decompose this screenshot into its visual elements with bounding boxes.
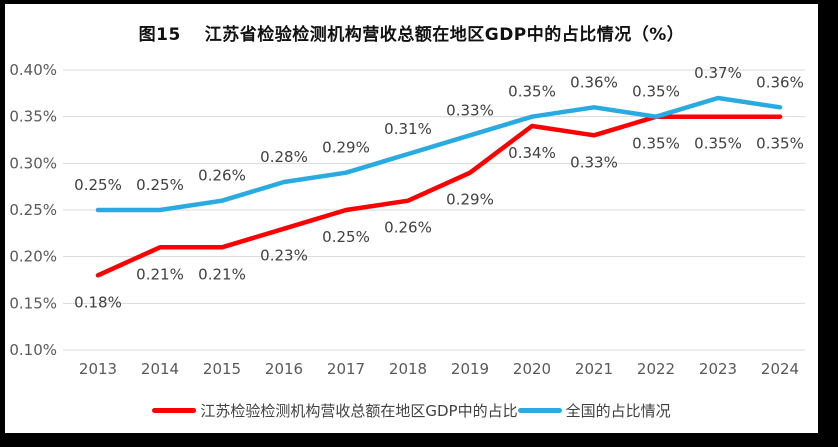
data-label: 0.28%	[260, 148, 308, 166]
data-label: 0.37%	[694, 64, 742, 82]
x-axis-label: 2023	[699, 360, 737, 378]
x-axis-label: 2024	[761, 360, 799, 378]
data-label: 0.35%	[694, 135, 742, 153]
x-axis-label: 2015	[203, 360, 241, 378]
y-axis-label: 0.15%	[9, 294, 57, 312]
series-line-national	[95, 95, 783, 213]
y-axis-label: 0.40%	[9, 61, 57, 79]
y-axis-label: 0.25%	[9, 201, 57, 219]
data-label: 0.35%	[508, 83, 556, 101]
data-label: 0.35%	[632, 135, 680, 153]
y-axis-label: 0.30%	[9, 154, 57, 172]
x-axis-label: 2018	[389, 360, 427, 378]
x-axis-label: 2016	[265, 360, 303, 378]
data-label: 0.35%	[632, 83, 680, 101]
data-label: 0.35%	[756, 135, 804, 153]
data-label: 0.29%	[322, 139, 370, 157]
data-label: 0.25%	[74, 176, 122, 194]
line-chart-plot-area: 0.40% 0.35% 0.30% 0.25% 0.20% 0.15% 0.10% 2013 2…	[9, 61, 805, 378]
legend-item-jiangsu: 江苏检验检测机构营收总额在地区GDP中的占比	[152, 400, 518, 421]
data-label: 0.33%	[570, 153, 618, 171]
data-label: 0.26%	[384, 219, 432, 237]
legend-item-national: 全国的占比情况	[517, 400, 671, 421]
x-axis-label: 2022	[637, 360, 675, 378]
chart-title: 图15 江苏省检验检测机构营收总额在地区GDP中的占比情况（%）	[138, 25, 685, 45]
data-label: 0.31%	[384, 120, 432, 138]
legend-label-jiangsu: 江苏检验检测机构营收总额在地区GDP中的占比	[200, 402, 518, 420]
y-axis-label: 0.10%	[9, 341, 57, 359]
data-label: 0.23%	[260, 247, 308, 265]
x-axis-label: 2017	[327, 360, 365, 378]
national-series-line-swatch	[517, 408, 562, 413]
data-label: 0.26%	[198, 167, 246, 185]
y-axis-label: 0.35%	[9, 108, 57, 126]
x-axis-label: 2019	[451, 360, 489, 378]
chart-legend: 江苏检验检测机构营收总额在地区GDP中的占比 全国的占比情况	[5, 400, 818, 421]
data-label: 0.18%	[74, 293, 122, 311]
x-axis-label: 2020	[513, 360, 551, 378]
data-label: 0.33%	[446, 101, 494, 119]
chart-canvas: 图15 江苏省检验检测机构营收总额在地区GDP中的占比情况（%） 0.40% 0.…	[5, 4, 818, 433]
data-label: 0.21%	[198, 265, 246, 283]
x-axis-label: 2021	[575, 360, 613, 378]
data-label: 0.25%	[322, 228, 370, 246]
series-line-jiangsu	[95, 114, 783, 278]
data-label: 0.29%	[446, 191, 494, 209]
data-label: 0.21%	[136, 265, 184, 283]
jiangsu-series-line-swatch	[152, 408, 197, 413]
x-axis-label: 2013	[79, 360, 117, 378]
legend-label-national: 全国的占比情况	[565, 402, 671, 420]
data-label: 0.36%	[756, 73, 804, 91]
data-label: 0.36%	[570, 73, 618, 91]
data-label: 0.25%	[136, 176, 184, 194]
y-axis-label: 0.20%	[9, 248, 57, 266]
x-axis-label: 2014	[141, 360, 179, 378]
data-label: 0.34%	[508, 144, 556, 162]
